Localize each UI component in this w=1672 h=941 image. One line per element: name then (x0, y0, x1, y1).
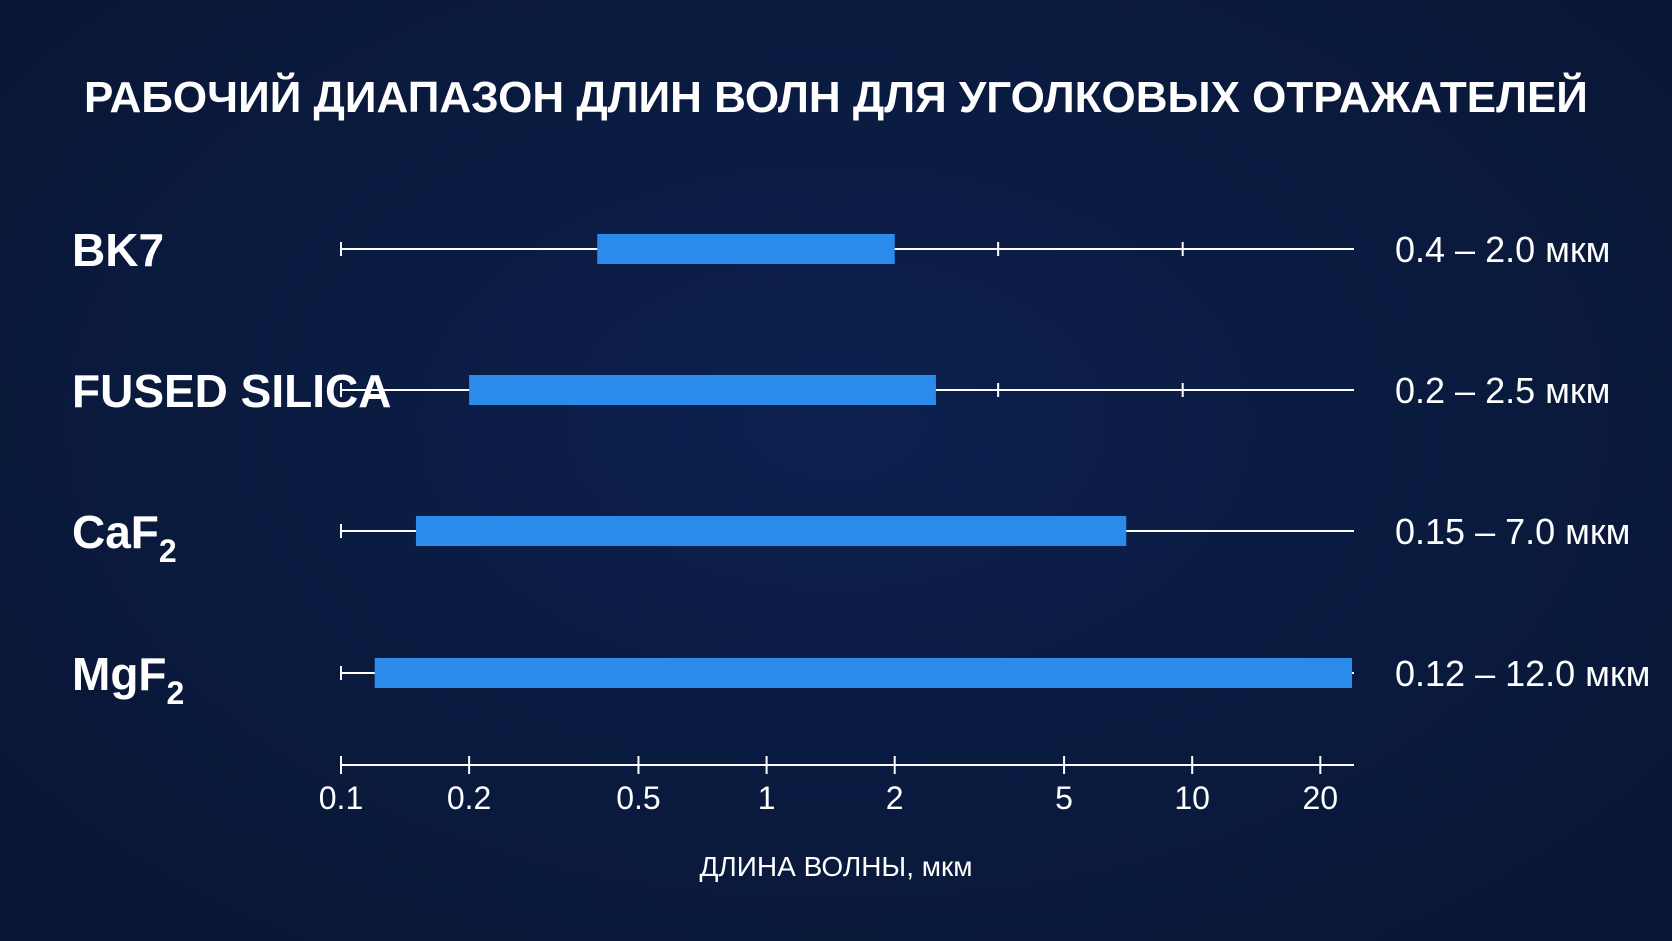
range-value-label: 0.2 – 2.5 мкм (1395, 370, 1610, 411)
range-value-label: 0.4 – 2.0 мкм (1395, 229, 1610, 270)
category-label-subscript: 2 (167, 675, 185, 711)
range-value-label: 0.12 – 12.0 мкм (1395, 653, 1650, 694)
range-row: CaF2 0.15 – 7.0 мкм (72, 506, 1630, 569)
range-bar (374, 658, 1352, 688)
x-tick-label: 0.1 (319, 780, 363, 816)
x-tick-label: 0.2 (447, 780, 491, 816)
x-tick-label: 2 (886, 780, 904, 816)
category-label: CaF2 (72, 506, 177, 569)
category-label-subscript: 2 (159, 533, 177, 569)
x-axis-title: ДЛИНА ВОЛНЫ, мкм (699, 851, 972, 882)
category-label: BK7 (72, 224, 164, 276)
category-label-main: BK7 (72, 224, 164, 276)
category-label: MgF2 (72, 648, 184, 711)
x-tick-label: 0.5 (616, 780, 660, 816)
range-bar (469, 375, 936, 405)
category-label-main: FUSED SILICA (72, 365, 391, 417)
range-row: FUSED SILICA 0.2 – 2.5 мкм (72, 365, 1610, 417)
x-tick-label: 10 (1174, 780, 1210, 816)
range-row: MgF2 0.12 – 12.0 мкм (72, 648, 1650, 711)
x-tick-label: 1 (758, 780, 776, 816)
range-bar (415, 516, 1127, 546)
category-label-main: CaF (72, 506, 159, 558)
chart-title: РАБОЧИЙ ДИАПАЗОН ДЛИН ВОЛН ДЛЯ УГОЛКОВЫХ… (84, 71, 1588, 122)
range-row: BK7 0.4 – 2.0 мкм (72, 224, 1610, 276)
range-value-label: 0.15 – 7.0 мкм (1395, 511, 1630, 552)
x-axis: 0.1 0.2 0.5 1 2 5 10 20 (319, 756, 1354, 816)
x-tick-label: 20 (1303, 780, 1339, 816)
x-tick-label: 5 (1055, 780, 1073, 816)
category-label: FUSED SILICA (72, 365, 391, 417)
rows-group: BK7 0.4 – 2.0 мкм FUSED SILICA 0.2 – 2.5 мк… (72, 224, 1650, 711)
range-bar (597, 234, 895, 264)
category-label-main: MgF (72, 648, 167, 700)
